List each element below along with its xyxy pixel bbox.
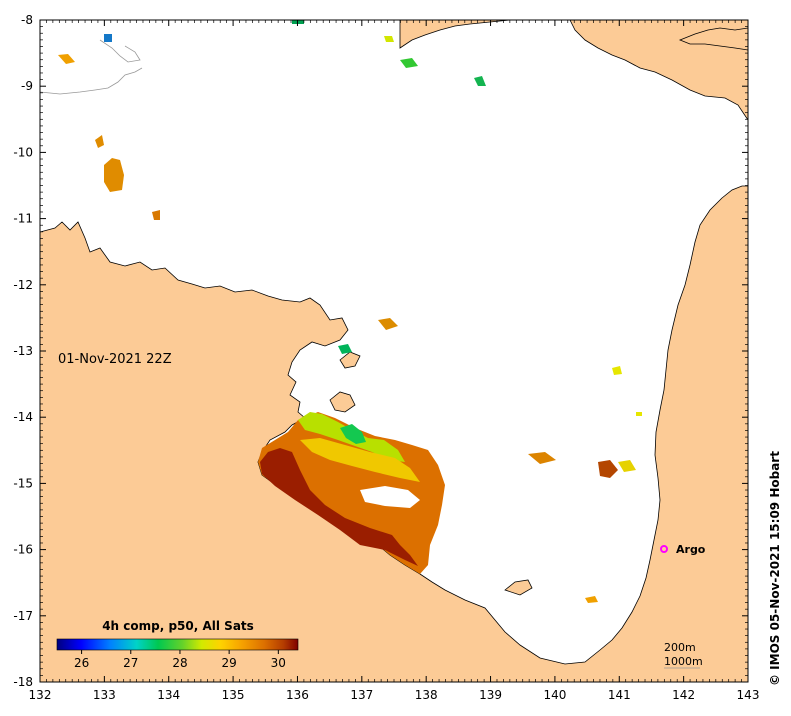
- colorbar-tick-label: 29: [222, 656, 237, 670]
- x-tick-label: 142: [672, 688, 695, 702]
- y-tick-label: -17: [13, 609, 33, 623]
- map-plot-area: [40, 20, 748, 682]
- colorbar-ticks: 26 27 28 29 30: [74, 650, 286, 670]
- bathymetry-legend: 200m 1000m: [664, 641, 703, 669]
- date-label: 01-Nov-2021 22Z: [58, 352, 172, 367]
- x-tick-label: 134: [157, 688, 180, 702]
- sst-patch-green-north-1: [400, 58, 418, 68]
- bathymetry-legend-1000m: 1000m: [664, 655, 703, 668]
- sst-patch-west-3: [152, 210, 160, 220]
- argo-float-icon: [660, 545, 668, 553]
- x-axis: 132 133 134 135 136 137 138 139 140 141 142 143: [29, 20, 760, 702]
- land-masses: [40, 20, 748, 682]
- argo-label: Argo: [676, 543, 706, 556]
- sst-patch-mid-4: [618, 460, 636, 472]
- y-tick-label: -15: [13, 476, 33, 490]
- colorbar-tick-label: 30: [271, 656, 286, 670]
- colorbar-title: 4h comp, p50, All Sats: [102, 619, 254, 633]
- x-tick-label: 132: [29, 688, 52, 702]
- sst-patch-mid-1: [378, 318, 398, 330]
- x-tick-label: 136: [286, 688, 309, 702]
- sst-patches: [58, 20, 642, 603]
- contour-1000m: [99, 39, 141, 63]
- y-tick-label: -16: [13, 543, 33, 557]
- sst-patch-mid-2: [528, 452, 556, 464]
- imos-credit: © IMOS 05-Nov-2021 15:09 Hobart: [768, 451, 782, 686]
- y-tick-label: -8: [21, 13, 33, 27]
- argo-marker: Argo: [660, 543, 706, 556]
- colorbar-gradient: [56, 638, 299, 651]
- cape-york: [569, 20, 748, 121]
- sst-patch-yellow-3: [612, 366, 622, 375]
- sst-patch-hot-core: [260, 448, 418, 566]
- y-tick-label: -12: [13, 278, 33, 292]
- y-tick-label: -9: [21, 79, 33, 93]
- y-tick-label: -18: [13, 675, 33, 689]
- sst-patch-blue: [104, 34, 112, 42]
- sst-patch-yellow-4: [636, 412, 642, 416]
- x-tick-label: 135: [222, 688, 245, 702]
- sst-patch-west-1: [104, 158, 124, 192]
- sst-patch-mid-3: [598, 460, 618, 478]
- y-axis: -8 -9 -10 -11 -12 -13 -14 -15 -16 -17 -18: [13, 13, 748, 689]
- x-tick-label: 138: [415, 688, 438, 702]
- y-tick-label: -10: [13, 145, 33, 159]
- contour-200m: [40, 67, 143, 95]
- island-groote-1: [329, 391, 356, 413]
- sst-patch-yellow-2: [384, 36, 394, 42]
- sst-patch-yellow: [300, 438, 420, 482]
- bathymetry-legend-200m: 200m: [664, 641, 696, 654]
- sst-patch-west-4: [58, 54, 75, 64]
- sst-patch-green-north-2: [474, 76, 486, 86]
- x-tick-label: 133: [93, 688, 116, 702]
- x-tick-label: 143: [737, 688, 760, 702]
- x-tick-label: 137: [350, 688, 373, 702]
- colorbar-tick-label: 27: [123, 656, 138, 670]
- x-tick-label: 140: [543, 688, 566, 702]
- bathymetry-contours: [40, 39, 143, 95]
- island-wellesley: [504, 579, 533, 596]
- sst-patch-west-2: [95, 135, 104, 148]
- island-groote-2: [339, 351, 361, 369]
- sst-patch-green-coast: [338, 344, 352, 354]
- colorbar-tick-label: 26: [74, 656, 89, 670]
- y-tick-label: -13: [13, 344, 33, 358]
- sst-patch-mid-5: [585, 596, 598, 603]
- new-guinea-east: [678, 27, 748, 51]
- x-tick-label: 141: [608, 688, 631, 702]
- x-tick-label: 139: [479, 688, 502, 702]
- new-guinea-coast: [399, 20, 520, 49]
- colorbar-tick-label: 28: [172, 656, 187, 670]
- sst-patch-green-2: [340, 424, 366, 444]
- y-tick-label: -11: [13, 212, 33, 226]
- y-tick-label: -14: [13, 410, 33, 424]
- sst-patch-green-north-3: [292, 20, 304, 24]
- colorbar: 4h comp, p50, All Sats 26 27 28 29 30: [56, 619, 299, 670]
- sst-patch-hole: [360, 486, 420, 508]
